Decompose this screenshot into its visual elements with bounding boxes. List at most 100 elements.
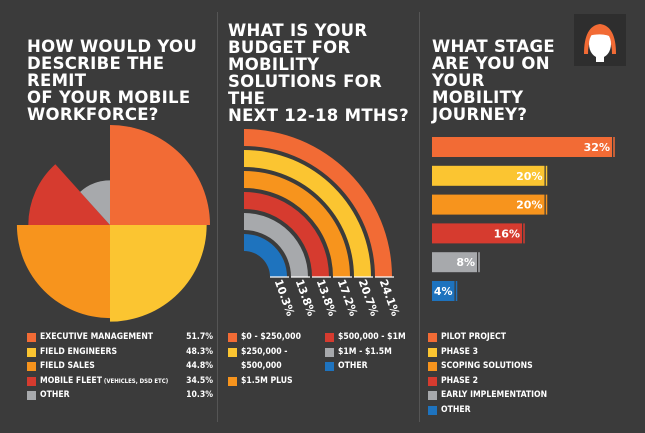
legend-item: EARLY IMPLEMENTATION <box>428 388 578 403</box>
pie-slice <box>110 125 210 225</box>
title-line: WHAT IS YOUR <box>228 21 368 40</box>
legend-swatch <box>428 347 437 357</box>
legend-swatch <box>27 333 36 342</box>
legend-item: OTHER 10.3% <box>27 388 213 403</box>
pie-chart <box>16 125 210 322</box>
legend-swatch <box>428 376 437 386</box>
legend-swatch <box>228 347 237 357</box>
legend-item: FIELD ENGINEERS 48.3% <box>27 345 213 360</box>
radial-bar-chart: 24.1%20.7%17.2%13.8%13.8%10.3% <box>244 129 402 318</box>
horizontal-bar-chart: 32% 20% 20% 16% 8% 4% <box>432 137 615 301</box>
legend-item: PHASE 3 <box>428 345 578 360</box>
legend-item: OTHER <box>428 403 578 418</box>
panel-workforce-remit: HOW WOULD YOU DESCRIBE THE REMIT OF YOUR… <box>0 0 215 433</box>
legend-item: $500,000 <box>228 359 313 374</box>
title-line: MOBILITY <box>228 55 320 74</box>
legend-swatch <box>428 362 437 372</box>
divider <box>217 12 218 422</box>
legend-label: OTHER <box>338 361 368 372</box>
bar <box>432 281 455 301</box>
title-line: HOW WOULD YOU <box>27 37 198 56</box>
legend-label: $0 - $250,000 <box>241 332 301 342</box>
legend-label: $500,000 - $1M <box>338 332 406 342</box>
legend-label-note: (VEHICLES, DSD ETC) <box>101 377 169 385</box>
legend-item: EXECUTIVE MANAGEMENT 51.7% <box>27 330 213 345</box>
radial-bar <box>244 213 308 277</box>
legend-item: PILOT PROJECT <box>428 330 578 345</box>
bar <box>432 194 545 215</box>
radial-bar <box>244 150 371 277</box>
radial-legend-left: $0 - $250,000 $250,000 - $500,000 $1.5M PLU… <box>228 330 313 388</box>
legend-value: 51.7% <box>186 332 213 342</box>
radial-bar-label: 10.3% <box>272 278 297 318</box>
panel-mobility-stage: WHAT STAGE ARE YOU ON YOUR MOBILITY JOUR… <box>420 0 645 433</box>
person-avatar-icon <box>574 14 626 66</box>
legend-label: OTHER <box>40 390 70 401</box>
legend-item: $1M - $1.5M <box>325 345 410 360</box>
legend-swatch <box>27 391 36 401</box>
title-line: OF YOUR MOBILE <box>27 88 191 107</box>
legend-item: OTHER <box>325 359 410 374</box>
legend-swatch <box>27 347 36 357</box>
divider <box>419 12 420 422</box>
legend-swatch <box>428 405 437 415</box>
legend-label: PHASE 3 <box>441 346 479 357</box>
legend-swatch <box>325 362 334 372</box>
legend-label: FIELD SALES <box>40 361 95 372</box>
bar-label: 32% <box>584 141 610 154</box>
bar <box>432 137 612 157</box>
legend-label: SCOPING SOLUTIONS <box>441 361 533 372</box>
bar-label: 8% <box>456 256 475 269</box>
legend-label: MOBILE FLEET (VEHICLES, DSD ETC) <box>40 375 169 386</box>
legend-label: PHASE 2 <box>441 375 479 386</box>
legend-item: PHASE 2 <box>428 374 578 389</box>
title-line: ARE YOU ON <box>432 54 550 73</box>
title-line: YOUR MOBILITY <box>432 71 524 107</box>
bar-label: 20% <box>516 170 542 183</box>
legend-swatch <box>228 333 237 342</box>
avatar <box>574 14 626 66</box>
legend-swatch <box>325 333 334 342</box>
radial-legend-right: $500,000 - $1M $1M - $1.5M OTHER <box>325 330 410 374</box>
legend-swatch <box>27 376 36 386</box>
legend-label: $1.5M PLUS <box>241 375 293 386</box>
legend-label: OTHER <box>441 404 471 415</box>
title-line: WORKFORCE? <box>27 105 159 124</box>
stage-legend: PILOT PROJECT PHASE 3 SCOPING SOLUTIONS PHA… <box>428 330 578 418</box>
legend-swatch <box>325 347 334 357</box>
legend-item: MOBILE FLEET (VEHICLES, DSD ETC) 34.5% <box>27 374 213 389</box>
legend-item: $250,000 - <box>228 345 313 360</box>
pie-slice <box>28 164 111 225</box>
legend-swatch <box>228 376 237 386</box>
radial-bar <box>244 234 287 277</box>
bar <box>432 223 522 244</box>
legend-value: 34.5% <box>186 375 213 386</box>
legend-swatch <box>428 333 437 342</box>
legend-value: 10.3% <box>186 390 213 401</box>
legend-label: $250,000 - <box>241 346 288 357</box>
bar-label: 16% <box>494 227 520 240</box>
panel-budget: WHAT IS YOUR BUDGET FOR MOBILITY SOLUTIO… <box>218 0 418 433</box>
legend-label: EXECUTIVE MANAGEMENT <box>40 332 154 342</box>
title-line: SOLUTIONS FOR THE <box>228 72 382 108</box>
pie-slice <box>80 180 110 225</box>
legend-label: $1M - $1.5M <box>338 346 392 357</box>
legend-item: $1.5M PLUS <box>228 374 313 389</box>
bar <box>432 165 545 186</box>
title-line: DESCRIBE THE REMIT <box>27 54 165 90</box>
title-line: WHAT STAGE <box>432 37 555 56</box>
radial-bar <box>244 192 329 277</box>
bar-label: 4% <box>434 285 453 298</box>
legend-value: 44.8% <box>186 361 213 372</box>
legend-item: SCOPING SOLUTIONS <box>428 359 578 374</box>
title-line: JOURNEY? <box>432 105 528 124</box>
title-line: BUDGET FOR <box>228 38 351 57</box>
bar-label: 20% <box>516 199 542 212</box>
pie-legend: EXECUTIVE MANAGEMENT 51.7% FIELD ENGINEERS… <box>27 330 213 403</box>
legend-swatch <box>27 362 36 372</box>
legend-value: 48.3% <box>186 346 213 357</box>
bar-chart-title: WHAT STAGE ARE YOU ON YOUR MOBILITY JOUR… <box>432 38 582 123</box>
legend-label: EARLY IMPLEMENTATION <box>441 390 548 401</box>
title-line: NEXT 12-18 MTHS? <box>228 106 410 125</box>
bar <box>432 252 477 273</box>
